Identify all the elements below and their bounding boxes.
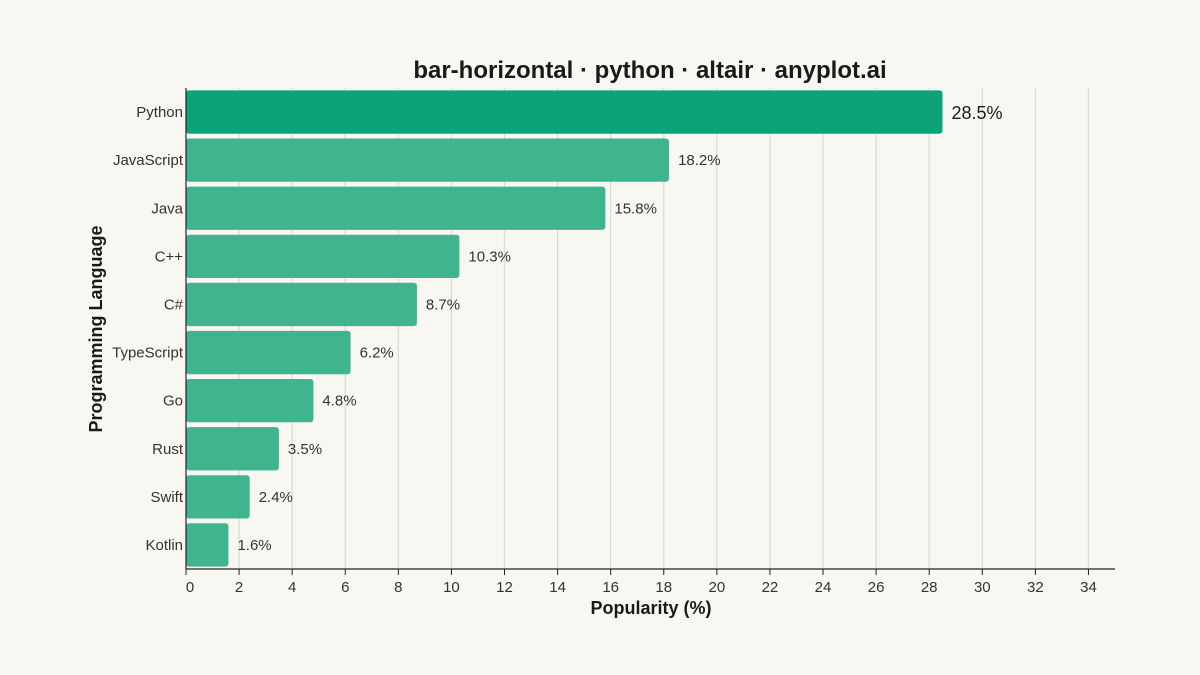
x-axis-ticks: 0 2 4 6 8 10 12 14 16 18 20 22 24 26 28 30 32 34 <box>185 569 1097 596</box>
bar-c- <box>186 282 417 327</box>
bars <box>186 90 943 567</box>
y-tick-label: Java <box>151 200 183 217</box>
y-tick-label: TypeScript <box>112 345 184 362</box>
x-tick-label: 4 <box>288 579 296 596</box>
x-tick-label: 8 <box>394 579 402 596</box>
bar-value-label: 10.3% <box>468 248 511 265</box>
bar-python <box>186 90 943 134</box>
bar-value-label: 3.5% <box>288 441 322 458</box>
bar-value-label: 1.6% <box>237 537 271 554</box>
y-tick-label: JavaScript <box>113 152 184 169</box>
y-axis-tick-labels: Python JavaScript Java C++ C# TypeScript Go Rus… <box>112 104 184 554</box>
x-tick-label: 6 <box>341 579 349 596</box>
y-tick-label: C# <box>164 296 184 313</box>
x-tick-label: 12 <box>496 579 513 596</box>
x-tick-label: 22 <box>762 579 779 596</box>
bar-value-label: 15.8% <box>614 200 657 217</box>
bar-value-labels: 28.5% 18.2% 15.8% 10.3% 8.7% 6.2% 4.8% 3.5% 2.4%… <box>237 103 1002 554</box>
bar-value-label: 18.2% <box>678 152 721 169</box>
x-axis-title: Popularity (%) <box>590 598 711 618</box>
x-tick-label: 28 <box>921 579 938 596</box>
y-tick-label: Go <box>163 393 183 410</box>
bar-java <box>186 186 606 230</box>
x-tick-label: 26 <box>868 579 885 596</box>
y-tick-label: Python <box>136 104 183 121</box>
bar-go <box>186 379 314 423</box>
x-tick-label: 20 <box>709 579 726 596</box>
x-tick-label: 34 <box>1080 579 1097 596</box>
bar-value-label: 2.4% <box>259 489 293 506</box>
y-tick-label: Kotlin <box>145 537 183 554</box>
bar-kotlin <box>186 523 229 567</box>
bar-swift <box>186 475 250 519</box>
x-tick-label: 2 <box>235 579 243 596</box>
y-tick-label: Swift <box>150 489 183 506</box>
bar-value-label: 8.7% <box>426 296 460 313</box>
bar-c- <box>186 234 460 278</box>
bar-value-label: 6.2% <box>360 345 394 362</box>
bar-rust <box>186 427 279 471</box>
x-tick-label: 32 <box>1027 579 1044 596</box>
bar-javascript <box>186 138 670 182</box>
x-tick-label: 16 <box>602 579 619 596</box>
x-tick-label: 24 <box>815 579 832 596</box>
y-tick-label: C++ <box>155 248 184 265</box>
y-tick-label: Rust <box>152 441 184 458</box>
x-tick-label: 30 <box>974 579 991 596</box>
bar-value-label: 28.5% <box>951 103 1002 123</box>
x-tick-label: 0 <box>186 579 194 596</box>
x-tick-label: 18 <box>655 579 672 596</box>
bar-typescript <box>186 330 351 375</box>
x-tick-label: 14 <box>549 579 566 596</box>
chart-title: bar-horizontal · python · altair · anypl… <box>413 57 886 84</box>
bar-value-label: 4.8% <box>322 393 356 410</box>
y-axis-title: Programming Language <box>86 225 106 432</box>
x-tick-label: 10 <box>443 579 460 596</box>
